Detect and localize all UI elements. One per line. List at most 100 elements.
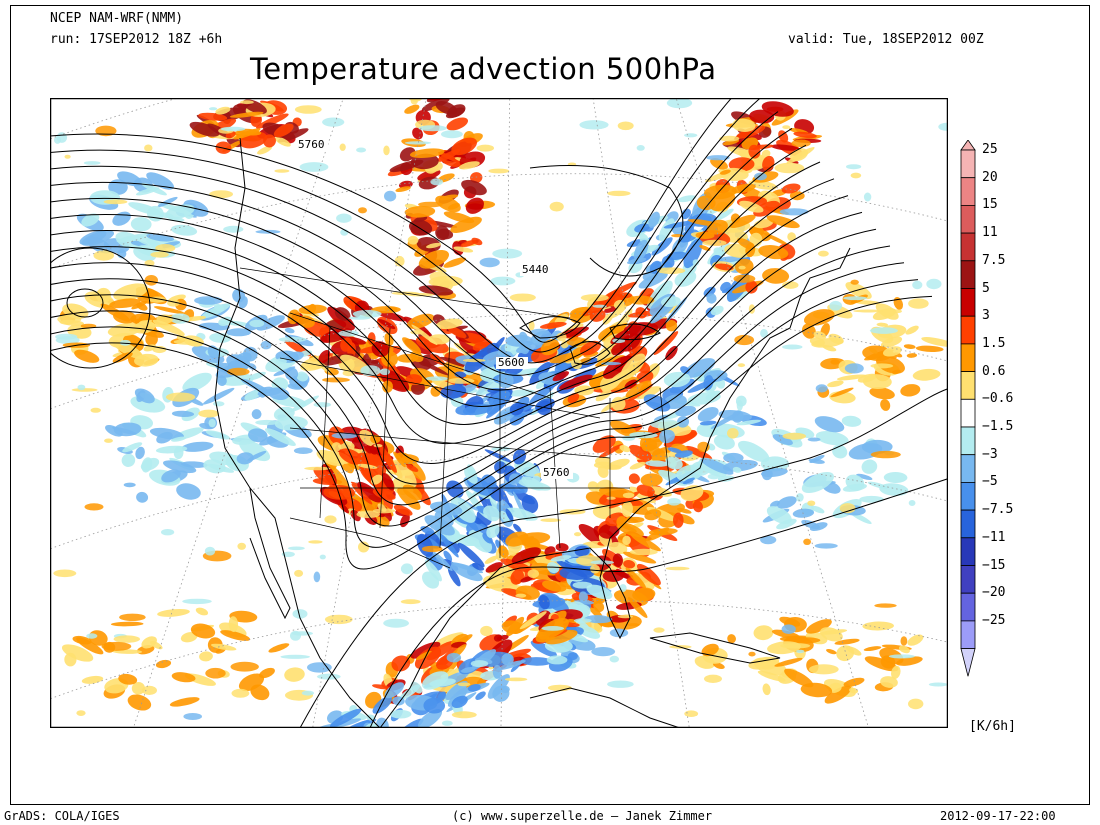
advection-speckle (161, 529, 175, 536)
advection-cell (443, 550, 453, 562)
advection-cell (623, 322, 659, 336)
advection-cell (819, 627, 843, 642)
advection-cell (907, 634, 924, 646)
advection-cell (131, 681, 145, 695)
advection-cell (410, 381, 425, 395)
advection-cell (454, 371, 467, 378)
advection-speckle (509, 293, 536, 302)
advection-cell (357, 463, 378, 469)
advection-cell (763, 232, 789, 246)
advection-speckle (313, 402, 332, 408)
advection-cell (762, 683, 771, 696)
contour-label-bg (520, 264, 552, 276)
advection-speckle (306, 364, 324, 369)
political-border (289, 517, 451, 569)
advection-cell (843, 677, 865, 687)
advection-cell (513, 523, 522, 533)
footer-software: GrADS: COLA/IGES (4, 809, 120, 823)
advection-cell (424, 515, 455, 536)
advection-speckle (795, 493, 804, 502)
height-contour (50, 279, 919, 548)
advection-speckle (183, 713, 202, 720)
advection-cell (766, 215, 800, 229)
advection-cell (152, 319, 185, 336)
advection-speckle (165, 392, 196, 402)
advection-speckle (629, 548, 658, 556)
advection-cell (203, 459, 226, 474)
advection-speckle (373, 444, 383, 448)
advection-cell (236, 452, 254, 465)
advection-cell (672, 512, 684, 528)
advection-cell (880, 336, 903, 348)
advection-speckle (288, 546, 305, 551)
advection-speckle (338, 330, 359, 337)
advection-cell (410, 351, 424, 363)
advection-speckle (607, 190, 631, 197)
advection-speckle (383, 145, 390, 156)
advection-speckle (119, 339, 131, 346)
colorbar-box (960, 205, 976, 234)
advection-cell (171, 224, 198, 236)
advection-cell (876, 322, 889, 327)
advection-cell (778, 130, 789, 143)
contour-label-bg (496, 357, 528, 369)
height-contour (50, 98, 762, 353)
advection-cell (539, 321, 567, 329)
advection-speckle (667, 498, 681, 506)
advection-cell (738, 440, 770, 463)
colorbar (958, 139, 1028, 680)
advection-speckle (249, 319, 265, 328)
advection-speckle (119, 613, 146, 621)
advection-speckle (400, 599, 421, 605)
advection-cell (205, 430, 231, 440)
colorbar-tick-label: 15 (982, 197, 998, 213)
advection-speckle (457, 682, 471, 687)
advection-cell (703, 184, 737, 200)
advection-cell (72, 635, 92, 645)
advection-cell (378, 443, 397, 473)
advection-speckle (313, 571, 321, 583)
advection-cell (395, 186, 411, 192)
advection-cell (450, 497, 476, 523)
advection-cell (845, 474, 865, 491)
advection-cell-group (687, 144, 805, 294)
advection-cell (655, 286, 669, 301)
colorbar-bottom-arrow (960, 648, 976, 677)
advection-cell (643, 394, 671, 412)
advection-cell (372, 696, 393, 714)
colorbar-box (960, 343, 976, 372)
advection-cell (165, 204, 195, 220)
advection-cell-group (312, 426, 431, 528)
height-contour (50, 295, 933, 570)
contour-label: 5760 (298, 138, 325, 151)
advection-cell (397, 487, 421, 510)
advection-speckle (622, 435, 636, 441)
height-contour (50, 211, 863, 464)
advection-cell (404, 104, 420, 114)
advection-cell (516, 345, 532, 354)
advection-cell (264, 428, 296, 446)
advection-cell (729, 214, 756, 229)
advection-cell (776, 496, 797, 509)
coastline (249, 487, 291, 620)
advection-cell (538, 594, 550, 610)
coastline (519, 316, 581, 339)
advection-speckle (299, 162, 329, 172)
advection-speckle (492, 248, 523, 259)
advection-cell (736, 125, 766, 139)
colorbar-units: [K/6h] (969, 719, 1016, 734)
advection-cell (716, 208, 734, 220)
advection-speckle (383, 618, 409, 628)
advection-speckle (892, 309, 902, 314)
advection-speckle (446, 652, 462, 663)
advection-cell (619, 445, 631, 453)
advection-cell (446, 117, 469, 131)
advection-speckle (760, 535, 777, 545)
colorbar-box (960, 177, 976, 206)
advection-cell (830, 387, 854, 398)
advection-speckle (372, 508, 396, 514)
advection-cell (621, 501, 633, 517)
advection-cell (706, 293, 717, 304)
advection-cell (633, 386, 662, 400)
advection-speckle (488, 168, 510, 174)
